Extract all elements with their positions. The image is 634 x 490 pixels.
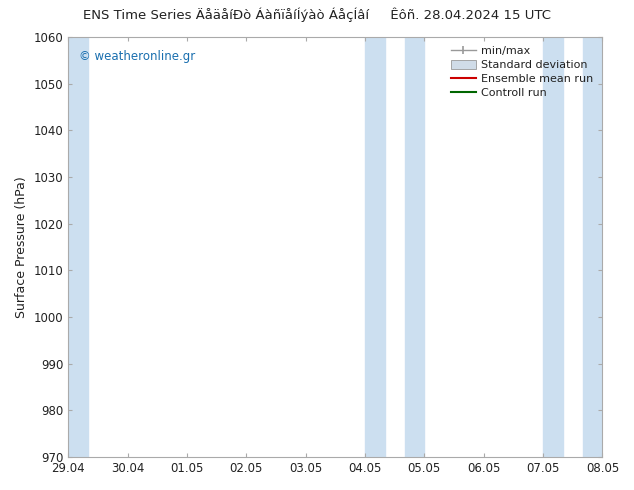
Bar [365, 37, 385, 457]
Y-axis label: Surface Pressure (hPa): Surface Pressure (hPa) [15, 176, 28, 318]
Bar [543, 37, 562, 457]
Text: ENS Time Series ÄåäåíÐò ÁàñïåíÍýàò ÁåçÍâí     Êôñ. 28.04.2024 15 UTC: ENS Time Series ÄåäåíÐò ÁàñïåíÍýàò ÁåçÍâ… [83, 7, 551, 22]
Bar [583, 37, 602, 457]
Bar [404, 37, 424, 457]
Bar [68, 37, 87, 457]
Text: © weatheronline.gr: © weatheronline.gr [79, 50, 195, 63]
Legend: min/max, Standard deviation, Ensemble mean run, Controll run: min/max, Standard deviation, Ensemble me… [448, 43, 597, 101]
